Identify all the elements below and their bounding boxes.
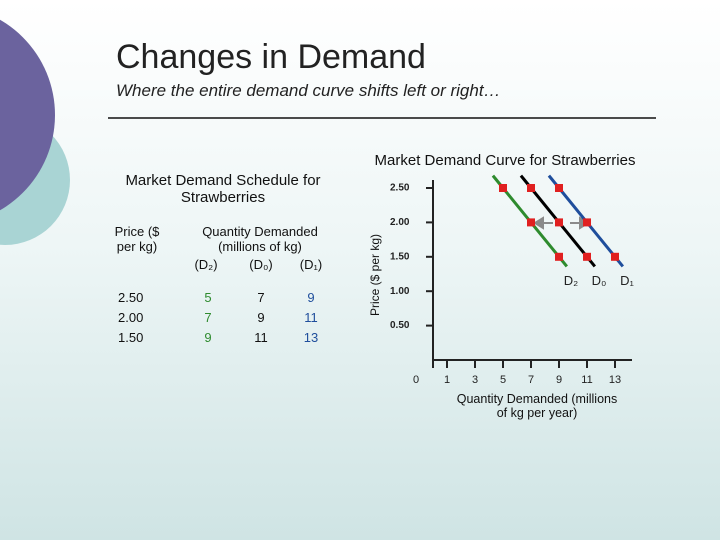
data-point	[583, 252, 591, 261]
data-point	[555, 184, 563, 192]
table-cell: 11	[254, 330, 268, 345]
y-tick-label: 0.50	[390, 320, 410, 331]
table-cell: 2.50	[118, 290, 144, 305]
y-tick-label: 1.00	[390, 286, 410, 297]
x-axis-label: Quantity Demanded (millions of kg per ye…	[456, 392, 618, 420]
table-cell: 7	[257, 290, 265, 305]
series-label: D₀	[592, 273, 607, 288]
table-cell: 1.50	[118, 330, 144, 345]
table-cell: 9	[204, 330, 212, 345]
data-point	[583, 218, 591, 227]
table-cell: 7	[204, 310, 212, 325]
data-point	[555, 252, 563, 261]
x-tick-label: 11	[581, 374, 592, 386]
table-cell: 2.00	[118, 310, 144, 325]
subtitle: Where the entire demand curve shifts lef…	[116, 81, 501, 100]
table-cell: 11	[304, 310, 318, 325]
table-cell: 5	[204, 290, 212, 305]
data-point	[527, 184, 535, 192]
series-label: D₂	[564, 273, 578, 288]
quantity-header: Quantity Demanded (millions of kg)	[202, 224, 318, 254]
arrow-head	[533, 216, 544, 230]
y-tick-label: 2.50	[390, 183, 410, 194]
curve-header: (D₂)	[194, 257, 218, 272]
x-tick-label: 9	[556, 374, 562, 386]
price-header: Price ($ per kg)	[114, 224, 160, 254]
circle-decor	[0, 19, 55, 211]
x-tick-label: 5	[500, 374, 506, 386]
title: Changes in Demand	[116, 38, 426, 76]
x-tick-label: 3	[472, 374, 478, 386]
curve-header: (D₀)	[249, 257, 273, 272]
x-tick-label: 1	[444, 374, 450, 386]
y-axis-label: Price ($ per kg)	[368, 234, 382, 316]
x-tick-label: 0	[413, 374, 419, 386]
table-cell: 13	[303, 330, 319, 345]
x-tick-label: 13	[609, 374, 621, 386]
data-point	[611, 252, 619, 261]
y-tick-label: 2.00	[390, 217, 410, 228]
table-cell: 9	[257, 310, 265, 325]
y-tick-label: 1.50	[390, 251, 410, 262]
series-label: D₁	[620, 273, 634, 288]
x-tick-label: 7	[528, 374, 534, 386]
table-title: Market Demand Schedule for Strawberries	[125, 172, 321, 206]
data-point	[499, 184, 507, 192]
chart-title: Market Demand Curve for Strawberries	[375, 152, 636, 169]
table-cell: 9	[307, 290, 315, 305]
data-point	[527, 218, 535, 227]
curve-header: (D₁)	[299, 257, 323, 272]
data-point	[555, 218, 563, 227]
